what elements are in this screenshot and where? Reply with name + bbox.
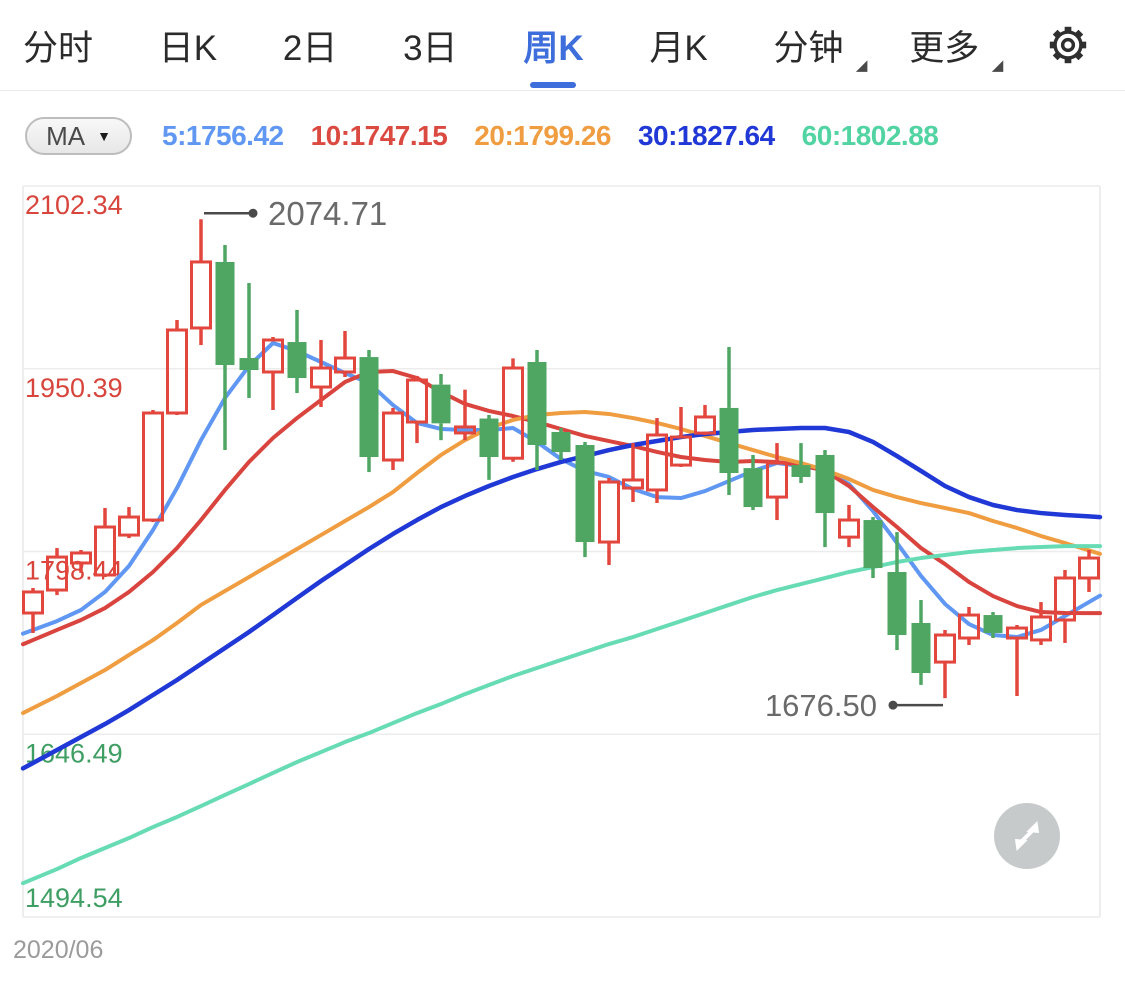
candle-body-up	[1006, 626, 1028, 640]
low-annotation-dot	[888, 700, 898, 710]
settings-button[interactable]	[1045, 22, 1091, 68]
chevron-down-icon: ▼	[97, 128, 111, 144]
y-axis-label: 2102.34	[25, 190, 123, 220]
ma-value: 5:1756.42	[162, 120, 284, 151]
tab-分时[interactable]: 分时	[23, 0, 93, 91]
candle-body-up	[310, 366, 332, 389]
candle-body-down	[431, 384, 451, 424]
tab-周K[interactable]: 周K	[523, 0, 584, 91]
tab-月K[interactable]: 月K	[649, 0, 707, 91]
candle-body-up	[1030, 615, 1052, 642]
x-axis-label: 2020/06	[13, 936, 103, 964]
nav-bar: 分时 日K 2日 3日 周K 月K 分钟 ◢ 更多 ◢	[0, 0, 1125, 91]
y-axis-label: 1950.39	[25, 373, 123, 403]
ma-value: 60:1802.88	[801, 120, 939, 151]
candle-body-up	[70, 551, 92, 565]
y-axis-label: 1798.44	[25, 556, 123, 586]
expand-arrows-icon	[1014, 820, 1040, 852]
ma-line-ma60	[21, 544, 1102, 886]
candle-body-up	[622, 478, 644, 490]
candle-body-up	[454, 425, 476, 435]
high-annotation-dot	[248, 208, 258, 218]
candle-body-up	[190, 260, 212, 330]
candle-body-up	[838, 518, 860, 539]
candle-body-down	[359, 357, 379, 458]
tab-label: 月K	[649, 28, 708, 68]
candle-body-down	[215, 261, 235, 366]
candle-body-down	[287, 342, 307, 378]
ma-value: 10:1747.15	[310, 120, 448, 151]
ma-values: 5:1756.42 10:1747.15 20:1799.26 30:1827.64 6…	[162, 120, 939, 152]
candle-body-up	[1078, 556, 1100, 580]
candle-body-up	[1054, 576, 1076, 622]
active-tab-underline	[530, 81, 577, 88]
candle-body-up	[958, 613, 980, 640]
candle-body-down	[527, 362, 547, 445]
expand-chart-button[interactable]	[994, 803, 1060, 869]
candle-body-up	[22, 590, 44, 615]
candle-body-down	[743, 468, 763, 508]
tab-更多[interactable]: 更多 ◢	[909, 0, 1003, 91]
gear-icon	[1049, 26, 1087, 64]
tab-label: 周K	[523, 28, 584, 68]
candle-body-up	[598, 480, 620, 544]
ma-line-ma20	[21, 410, 1102, 716]
ma-value: 20:1799.26	[474, 120, 611, 151]
ma-selector-label: MA	[46, 120, 86, 151]
ma-line-ma5	[21, 341, 1102, 640]
candle-body-down	[863, 520, 883, 569]
indicator-bar: MA ▼ 5:1756.42 10:1747.15 20:1799.26 30:182…	[0, 92, 1125, 180]
candle-body-down	[911, 622, 931, 674]
tab-分钟[interactable]: 分钟 ◢	[773, 0, 867, 91]
ma-line-ma30	[20, 425, 1103, 771]
candle-body-up	[502, 366, 524, 460]
candle-body-down	[983, 615, 1003, 633]
tab-3日[interactable]: 3日	[403, 0, 457, 91]
candle-body-down	[887, 571, 907, 636]
candle-body-down	[239, 358, 259, 371]
tab-label: 3日	[403, 28, 458, 68]
low-annotation-label: 1676.50	[765, 688, 877, 723]
candle-body-up	[118, 515, 140, 537]
candle-body-up	[694, 415, 716, 435]
tab-2日[interactable]: 2日	[283, 0, 337, 91]
candle-body-up	[934, 633, 956, 664]
candle-body-up	[382, 411, 404, 462]
candle-body-up	[166, 328, 188, 415]
candle-body-down	[479, 418, 499, 458]
candle-body-down	[575, 444, 595, 543]
candle-body-up	[406, 378, 428, 424]
y-axis-label: 1494.54	[25, 883, 123, 913]
tab-label: 更多	[909, 28, 980, 68]
tab-label: 日K	[158, 28, 218, 68]
candle-body-up	[334, 356, 356, 374]
dropdown-corner-icon: ◢	[991, 56, 1004, 74]
candle-body-down	[815, 454, 835, 514]
candle-body-down	[551, 431, 571, 453]
candle-body-up	[262, 338, 284, 374]
tab-日K[interactable]: 日K	[159, 0, 217, 91]
tab-label: 分时	[23, 28, 94, 68]
candle-body-up	[646, 433, 668, 492]
ma-value: 30:1827.64	[637, 120, 775, 151]
candle-body-up	[46, 555, 68, 592]
dropdown-corner-icon: ◢	[855, 56, 868, 74]
candle-body-up	[94, 525, 116, 577]
ma-selector-button[interactable]: MA ▼	[25, 117, 132, 155]
candle-body-down	[719, 407, 739, 474]
candle-body-up	[670, 435, 692, 467]
tab-label: 分钟	[773, 28, 844, 68]
high-annotation-label: 2074.71	[268, 195, 387, 232]
candle-body-up	[766, 461, 788, 499]
candle-body-down	[791, 465, 811, 477]
tab-label: 2日	[282, 28, 338, 68]
candle-body-up	[142, 411, 164, 522]
